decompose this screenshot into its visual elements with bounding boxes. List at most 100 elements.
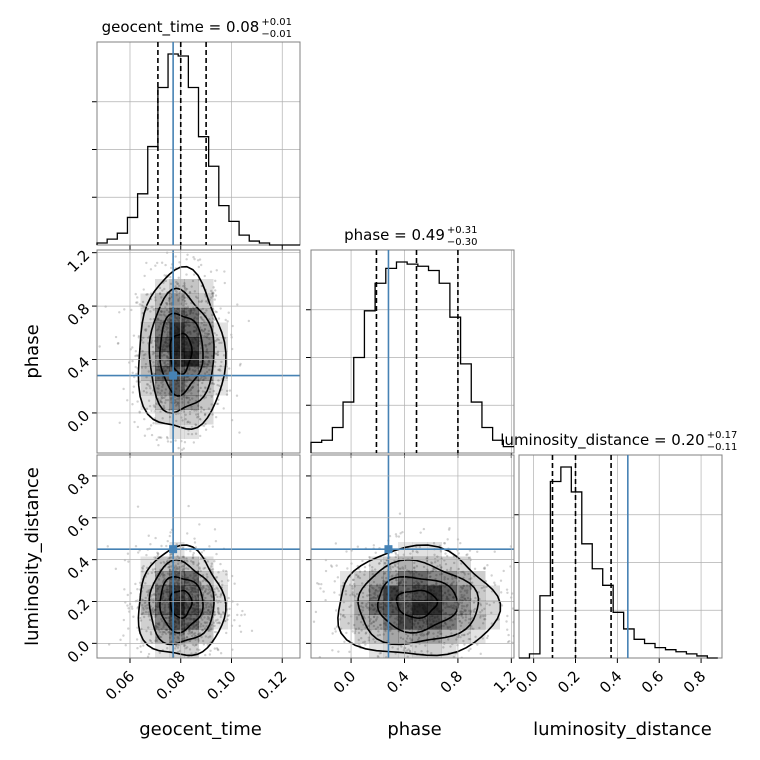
panel-geocent_time-vs-luminosity_distance-point <box>197 639 200 642</box>
panel-geocent_time-vs-phase-point <box>176 282 180 285</box>
panel-phase-vs-luminosity_distance-point <box>380 627 383 630</box>
panel-geocent_time-vs-luminosity_distance-point <box>141 606 145 609</box>
panel-phase-vs-luminosity_distance-point <box>394 553 398 556</box>
panel-geocent_time-vs-phase-point <box>163 362 166 365</box>
panel-geocent_time-vs-luminosity_distance-point <box>182 644 186 648</box>
panel-geocent_time-vs-luminosity_distance-point <box>141 567 144 570</box>
panel-geocent_time-vs-phase-density-cell <box>184 409 199 425</box>
panel-phase-vs-luminosity_distance-point <box>337 650 340 653</box>
panel-geocent_time-vs-phase-point <box>165 354 169 358</box>
panel-geocent_time-vs-phase-point <box>181 419 184 422</box>
panel-geocent_time-vs-phase-point <box>211 413 214 416</box>
panel-phase-vs-luminosity_distance-point <box>428 663 430 665</box>
xlabel-luminosity_distance: luminosity_distance <box>533 719 712 740</box>
panel-geocent_time-vs-luminosity_distance-point <box>138 581 142 584</box>
panel-geocent_time-vs-phase-point <box>167 513 169 515</box>
panel-phase-vs-luminosity_distance-point <box>493 581 496 584</box>
panel-phase-vs-luminosity_distance-point <box>481 622 485 625</box>
panel-phase-vs-luminosity_distance-point <box>426 556 429 559</box>
panel-geocent_time-vs-phase-point <box>212 382 216 386</box>
panel-phase-vs-luminosity_distance-point <box>324 558 328 562</box>
panel-geocent_time-vs-phase-point <box>170 478 172 480</box>
hist-geocent_time-step <box>96 53 300 246</box>
panel-geocent_time-vs-phase-point <box>186 253 189 256</box>
panel-phase-vs-luminosity_distance-point <box>467 556 471 560</box>
panel-geocent_time-vs-luminosity_distance-point <box>159 630 162 634</box>
panel-geocent_time-vs-phase-point <box>167 299 171 302</box>
panel-geocent_time-vs-phase-point <box>204 335 208 338</box>
panel-phase-vs-luminosity_distance-point <box>391 574 394 577</box>
panel-phase-vs-luminosity_distance-point <box>394 578 398 582</box>
panel-geocent_time-vs-phase-point <box>204 376 207 380</box>
panel-geocent_time-vs-luminosity_distance-point <box>161 571 165 575</box>
panel-geocent_time-vs-luminosity_distance-point <box>147 611 150 614</box>
panel-geocent_time-vs-phase-contour-1 <box>159 312 204 397</box>
panel-phase-vs-luminosity_distance-point <box>459 610 462 614</box>
panel-geocent_time-vs-phase-point <box>202 323 206 327</box>
panel-geocent_time-vs-phase-point <box>163 391 167 395</box>
panel-geocent_time-vs-phase-point <box>204 387 207 390</box>
panel-phase-vs-luminosity_distance-point <box>427 631 430 634</box>
panel-geocent_time-vs-phase-point <box>169 398 173 401</box>
panel-geocent_time-vs-luminosity_distance-point <box>161 573 164 576</box>
panel-geocent_time-vs-phase-point <box>194 432 198 435</box>
panel-phase-vs-luminosity_distance-point <box>400 660 402 662</box>
panel-geocent_time-vs-phase-point <box>175 290 178 294</box>
panel-geocent_time-vs-phase-point <box>152 469 154 471</box>
panel-geocent_time-vs-phase-point <box>149 387 152 390</box>
panel-phase-vs-luminosity_distance-point <box>449 583 453 586</box>
panel-phase-vs-luminosity_distance-contour-0 <box>395 589 439 620</box>
panel-geocent_time-vs-luminosity_distance-point <box>205 621 209 624</box>
panel-phase-vs-luminosity_distance-point <box>319 587 322 590</box>
panel-phase-vs-luminosity_distance-point <box>463 643 466 646</box>
panel-geocent_time-vs-luminosity_distance-point <box>198 610 202 613</box>
panel-geocent_time-vs-luminosity_distance-point <box>191 553 195 557</box>
panel-phase-vs-luminosity_distance-point <box>433 561 437 564</box>
panel-phase-vs-luminosity_distance-point <box>355 592 359 596</box>
panel-geocent_time-vs-phase-point <box>212 291 215 294</box>
panel-geocent_time-vs-luminosity_distance-point <box>208 617 211 620</box>
panel-geocent_time-vs-luminosity_distance-density-cell <box>169 643 185 658</box>
panel-geocent_time-vs-luminosity_distance-density-cell <box>213 600 228 615</box>
panel-geocent_time-vs-phase-point <box>153 409 156 413</box>
panel-geocent_time-vs-phase-point <box>145 293 148 296</box>
panel-phase-vs-luminosity_distance-point <box>446 538 449 541</box>
panel-geocent_time-vs-luminosity_distance-point <box>150 571 154 575</box>
panel-phase-vs-luminosity_distance-point <box>338 618 342 621</box>
panel-geocent_time-vs-phase-point <box>150 409 153 413</box>
panel-geocent_time-vs-phase-point <box>187 400 190 404</box>
panel-geocent_time-vs-luminosity_distance-point <box>182 565 186 568</box>
panel-phase-vs-luminosity_distance-point <box>460 587 464 590</box>
panel-geocent_time-vs-phase-point <box>203 274 206 278</box>
panel-phase-vs-luminosity_distance-density-cell <box>412 585 428 601</box>
panel-geocent_time-vs-luminosity_distance-point <box>156 622 160 626</box>
panel-geocent_time-vs-phase-point <box>155 317 159 321</box>
panel-geocent_time-vs-phase-point <box>160 401 164 404</box>
panel-phase-vs-luminosity_distance-point <box>362 666 364 668</box>
panel-geocent_time-vs-luminosity_distance-point <box>199 625 202 628</box>
panel-phase-vs-luminosity_distance-point <box>422 565 426 569</box>
panel-geocent_time-vs-luminosity_distance-point <box>204 590 207 593</box>
panel-geocent_time-vs-luminosity_distance-point <box>153 570 157 574</box>
panel-geocent_time-vs-phase-point <box>175 466 177 468</box>
panel-geocent_time-vs-phase-point <box>166 398 170 402</box>
panel-geocent_time-vs-phase-point <box>199 328 203 332</box>
panel-geocent_time-vs-phase-point <box>191 386 194 389</box>
panel-phase-vs-luminosity_distance-point <box>379 651 383 655</box>
panel-geocent_time-vs-phase-point <box>163 406 166 410</box>
panel-phase-vs-luminosity_distance-point <box>396 647 399 651</box>
panel-phase-vs-luminosity_distance-point <box>394 574 397 578</box>
panel-geocent_time-vs-luminosity_distance-point <box>176 636 180 639</box>
panel-phase-vs-luminosity_distance-density-cell <box>398 600 413 615</box>
panel-geocent_time-vs-phase-point <box>200 328 204 332</box>
panel-phase-vs-luminosity_distance-point <box>399 532 402 535</box>
panel-geocent_time-vs-phase-density-cell <box>140 337 156 352</box>
panel-geocent_time-vs-phase-point <box>169 282 173 286</box>
panel-geocent_time-vs-luminosity_distance-point <box>205 625 208 628</box>
panel-phase-vs-luminosity_distance-point <box>346 567 349 570</box>
panel-geocent_time-vs-phase-point <box>165 356 169 359</box>
panel-geocent_time-vs-phase-point <box>134 354 137 358</box>
panel-phase-vs-luminosity_distance-point <box>480 609 484 612</box>
panel-geocent_time-vs-phase-point <box>126 399 129 402</box>
panel-geocent_time-vs-luminosity_distance-point <box>185 567 188 570</box>
